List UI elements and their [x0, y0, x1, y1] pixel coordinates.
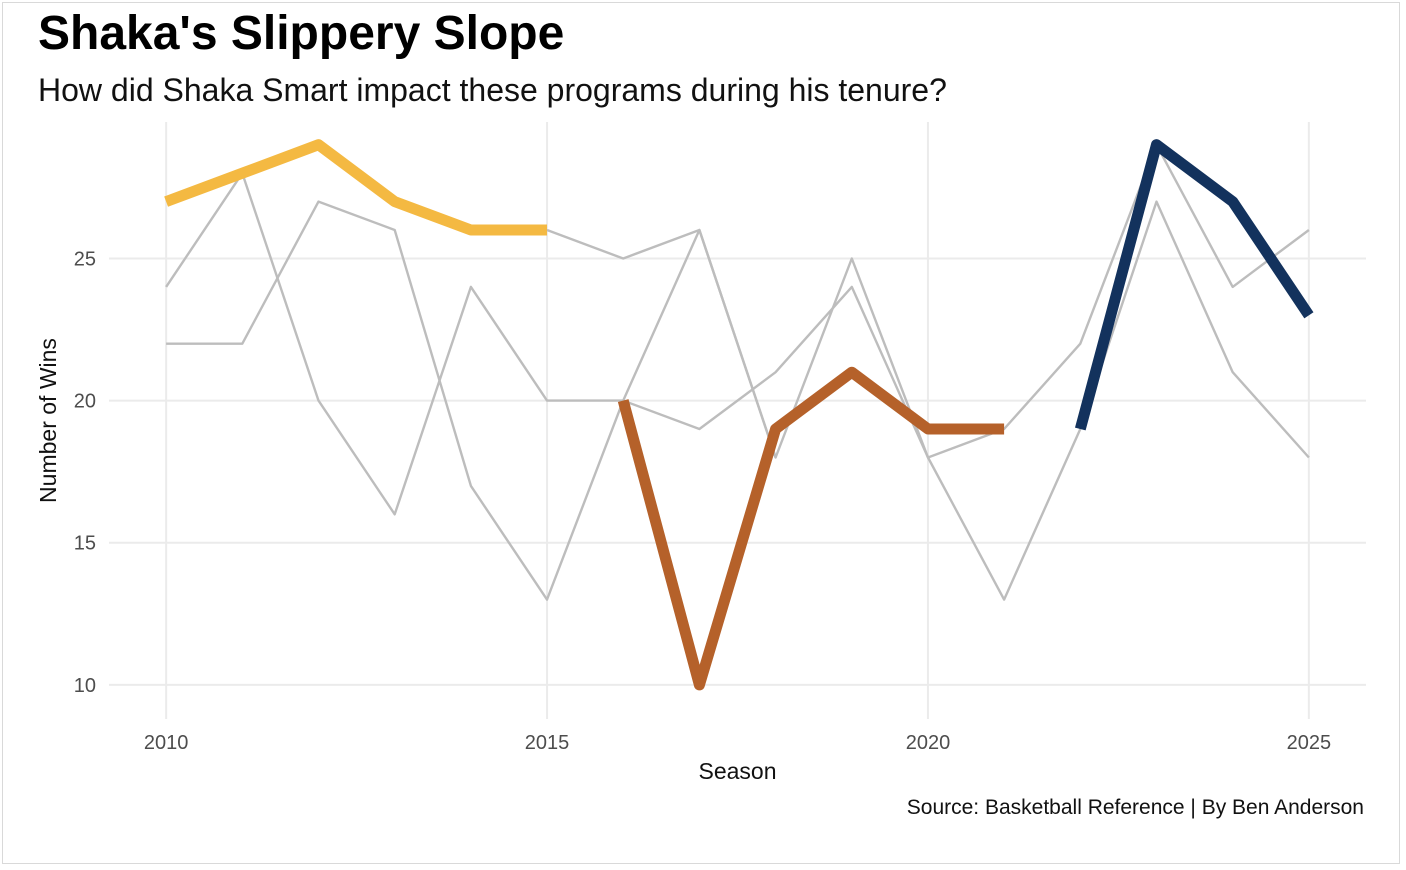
x-tick-label: 2010 [144, 732, 189, 754]
highlight-series-line-1 [164, 139, 547, 236]
y-tick-label: 10 [74, 675, 96, 697]
highlight-series-line-3 [1074, 139, 1314, 431]
x-tick-label: 2015 [525, 732, 570, 754]
chart-title: Shaka's Slippery Slope [38, 7, 565, 60]
x-tick-label: 2025 [1287, 732, 1332, 754]
y-tick-label: 20 [74, 391, 96, 413]
source-caption: Source: Basketball Reference | By Ben An… [906, 796, 1364, 819]
x-axis-title: Season [698, 758, 776, 784]
chart-subtitle: How did Shaka Smart impact these program… [38, 72, 947, 108]
y-tick-label: 15 [74, 533, 96, 555]
background-series-line-1 [165, 143, 1310, 516]
y-tick-label: 25 [74, 248, 96, 270]
x-tick-label: 2020 [906, 732, 951, 754]
background-series-line-3 [546, 228, 777, 458]
y-axis-title: Number of Wins [35, 338, 61, 503]
highlight-series-line-2 [617, 366, 1005, 691]
